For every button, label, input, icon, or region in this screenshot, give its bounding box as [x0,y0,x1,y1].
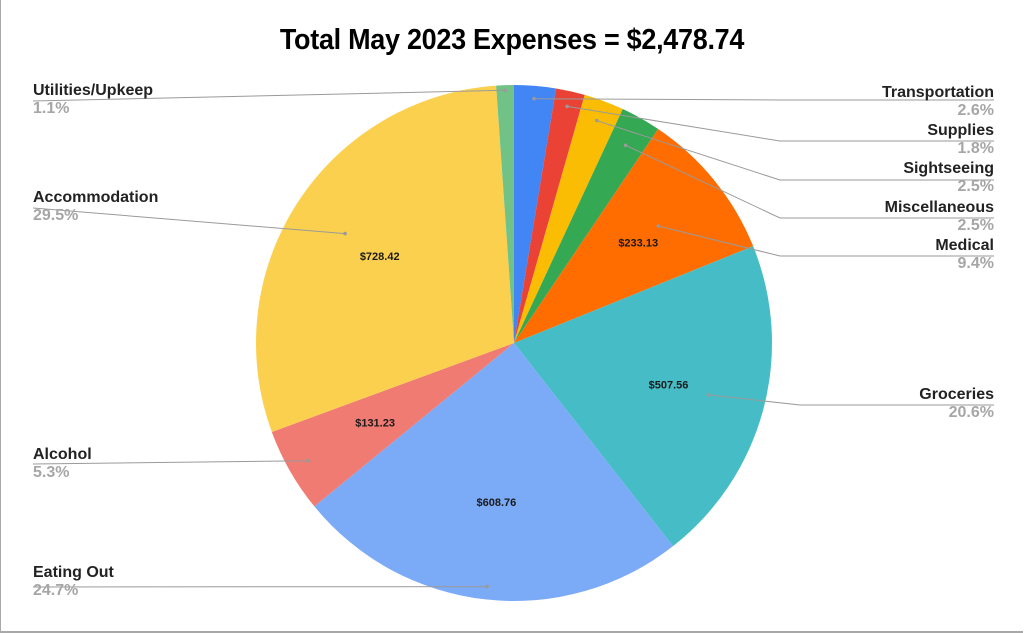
pie-slice-alcohol [271,343,514,507]
leader-line [567,105,994,142]
leader-dot [485,584,489,589]
label-accommodation: Accommodation 29.5% [33,189,158,225]
pie-slice-eating-out [314,343,674,601]
label-name: Medical [935,237,994,254]
leader-line [32,207,346,235]
leader-dot [343,231,347,236]
label-percent: 9.4% [957,255,994,272]
pie-slice-transportation [514,85,557,343]
slice-value-label: $131.23 [355,417,395,429]
label-groceries: Groceries 20.6% [919,386,994,422]
leader-dot [565,104,569,109]
label-miscellaneous: Miscellaneous 2.5% [885,199,994,235]
label-name: Groceries [919,386,994,403]
slice-value-label: $233.13 [618,237,658,249]
leader-line [708,394,994,406]
label-percent: 2.6% [957,102,994,119]
pie-slice-supplies [514,88,585,344]
label-eating-out: Eating Out 24.7% [33,564,114,600]
label-medical: Medical 9.4% [935,237,994,273]
leader-dot [706,393,711,397]
label-percent: 20.6% [948,404,994,421]
leader-line [32,460,308,465]
pie-slice-medical [514,129,754,343]
label-percent: 1.8% [957,140,994,157]
leader-dot [503,88,508,93]
chart-title: Total May 2023 Expenses = $2,478.74 [279,24,745,56]
label-percent: 2.5% [957,217,994,234]
label-name: Miscellaneous [884,199,994,216]
leader-dot [532,96,536,101]
leader-line [596,120,994,181]
slice-value-label: $728.42 [360,251,400,263]
label-percent: 2.5% [957,178,994,195]
label-name: Sightseeing [903,160,994,177]
pie-slice-miscellaneous [514,109,659,343]
leader-dot [595,118,599,123]
label-percent: 1.1% [33,100,70,117]
leader-dot [656,224,661,228]
label-name: Alcohol [33,446,92,463]
label-name: Utilities/Upkeep [33,82,154,99]
pie-slice-groceries [514,246,772,547]
label-percent: 29.5% [33,207,79,224]
label-name: Transportation [881,84,994,101]
pie-slices [256,85,772,601]
pie-slice-utilities-upkeep [496,85,514,343]
value-labels: $233.13 $507.56 $608.76 $131.23 $728.42 [355,237,688,509]
label-name: Supplies [927,122,994,139]
label-name: Accommodation [33,189,159,206]
label-name: Eating Out [33,564,114,581]
label-percent: 5.3% [33,464,70,481]
leader-line [625,144,994,219]
leader-dot [623,143,628,148]
leader-line [658,225,994,257]
pie-slice-sightseeing [514,94,623,344]
label-alcohol: Alcohol 5.3% [33,446,92,482]
label-percent: 24.7% [33,582,79,599]
label-transportation: Transportation 2.6% [882,84,994,120]
slice-value-label: $507.56 [649,379,689,391]
leader-dot [306,458,310,463]
label-utilities: Utilities/Upkeep 1.1% [33,82,153,118]
pie-slice-accommodation [256,85,514,432]
leader-line [534,98,994,101]
label-sightseeing: Sightseeing 2.5% [903,160,994,196]
leader-line [32,89,506,102]
label-supplies: Supplies 1.8% [927,122,994,158]
slice-value-label: $608.76 [477,497,517,509]
leader-lines [32,88,994,589]
